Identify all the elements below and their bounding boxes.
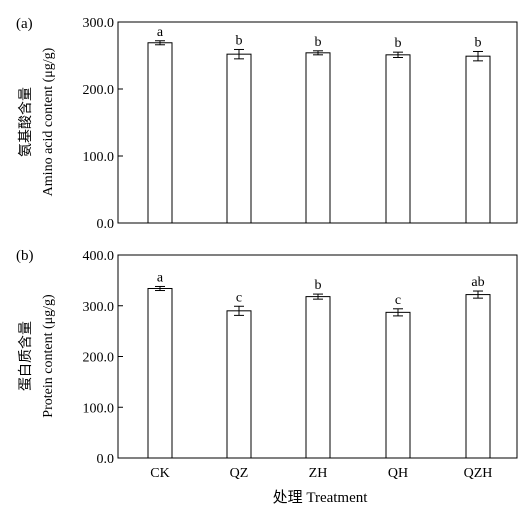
significance-label-a: b xyxy=(236,33,243,48)
significance-label-a: a xyxy=(157,25,164,40)
y-tick-label-b: 100.0 xyxy=(83,401,115,416)
x-tick-label-zh: ZH xyxy=(309,466,328,481)
x-axis-label: 处理 Treatment xyxy=(273,489,369,506)
y-tick-label-a: 100.0 xyxy=(83,150,115,165)
y-ticks-b: 0.0 100.0 200.0 300.0 400.0 xyxy=(83,249,123,467)
bar-zh-b xyxy=(305,296,331,459)
y-axis-label-en-b: Protein content (μg/g) xyxy=(41,294,56,418)
y-tick-label-a: 0.0 xyxy=(97,217,115,232)
x-tick-label-qz: QZ xyxy=(230,466,249,481)
y-tick-label-a: 300.0 xyxy=(83,16,115,31)
chart-panel-b: (b) 蛋白质含量 Protein content (μg/g) 0.0 100.… xyxy=(16,248,518,481)
bars-a: ab b b b xyxy=(147,25,491,224)
panel-label-b: (b) xyxy=(16,248,34,264)
y-tick-label-b: 300.0 xyxy=(83,300,115,315)
x-tick-label-qzh: QZH xyxy=(464,466,493,481)
significance-label-b: b xyxy=(315,278,322,293)
chart-panel-a: (a) 氨基酸含量 Amino acid content (μg/g) 0.0 1… xyxy=(16,16,518,232)
significance-label-a: b xyxy=(315,35,322,50)
y-axis-label-cn-a: 氨基酸含量 xyxy=(17,87,34,157)
y-tick-label-b: 0.0 xyxy=(97,452,115,467)
y-axis-label-cn-b: 蛋白质含量 xyxy=(18,321,34,391)
bars-b: a c b c ab xyxy=(147,270,491,459)
y-tick-label-a: 200.0 xyxy=(83,83,115,98)
y-ticks-a: 0.0 100.0 200.0 300.0 xyxy=(83,16,123,232)
y-axis-label-en-a: Amino acid content (μg/g) xyxy=(41,47,56,196)
x-ticks: CK QZ ZH QH QZH xyxy=(150,466,492,481)
bar-zh-a xyxy=(305,52,331,224)
panel-label-a: (a) xyxy=(16,16,33,32)
x-tick-label-ck: CK xyxy=(150,466,169,481)
x-tick-label-qh: QH xyxy=(388,466,408,481)
bar-qz-a xyxy=(226,53,252,224)
significance-label-a: b xyxy=(475,35,482,50)
significance-label-a: b xyxy=(395,36,402,51)
significance-label-b: c xyxy=(395,293,401,308)
y-tick-label-b: 400.0 xyxy=(83,249,115,264)
y-tick-label-b: 200.0 xyxy=(83,351,115,366)
bar-ck-a xyxy=(147,42,173,224)
bar-qh-b xyxy=(385,311,411,459)
bar-ck-b xyxy=(147,287,173,459)
bar-qz-b xyxy=(226,310,252,459)
bar-qzh-b xyxy=(465,294,491,459)
bar-qh-a xyxy=(385,54,411,224)
significance-label-b: a xyxy=(157,270,164,285)
significance-label-b: ab xyxy=(471,275,484,290)
bar-qzh-a xyxy=(465,55,491,224)
significance-label-b: c xyxy=(236,290,242,305)
